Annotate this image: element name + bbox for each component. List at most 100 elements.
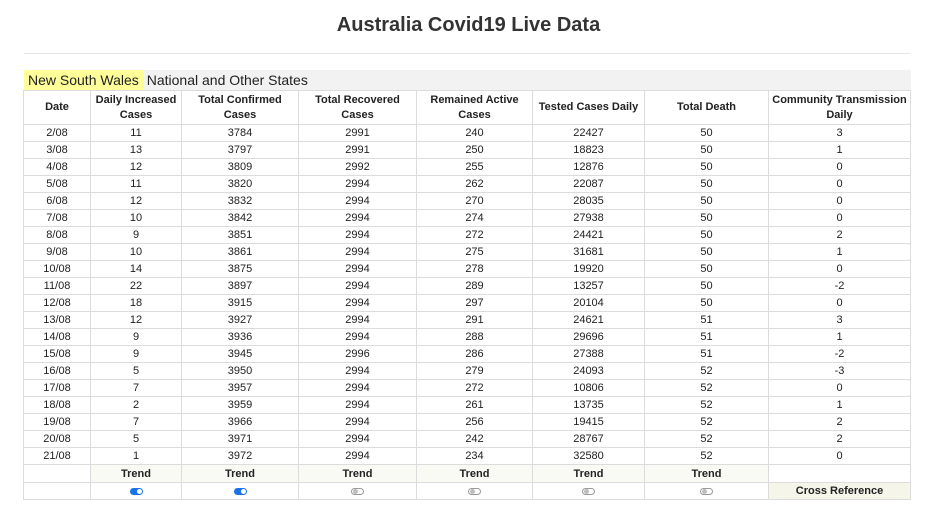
table-row: 2/08 11 3784 2991 240 22427 50 3 (23, 124, 911, 142)
cell-daily-increased: 12 (90, 158, 182, 176)
cell-total-recovered: 2994 (298, 396, 417, 414)
cell-total-confirmed: 3915 (181, 294, 299, 312)
header-community-transmission-daily: Community Transmission Daily (768, 90, 911, 125)
cell-date: 12/08 (23, 294, 91, 312)
cell-community-transmission: 0 (768, 379, 911, 397)
state-tabs: New South Wales National and Other State… (24, 70, 911, 90)
cell-total-death: 50 (644, 294, 769, 312)
cell-total-recovered: 2994 (298, 175, 417, 193)
cell-total-death: 50 (644, 124, 769, 142)
cell-remained-active: 289 (416, 277, 533, 295)
table-row: 14/08 9 3936 2994 288 29696 51 1 (23, 328, 911, 346)
cell-remained-active: 256 (416, 413, 533, 431)
trend-label-tested-daily: Trend (532, 464, 645, 483)
cell-tested-daily: 24621 (532, 311, 645, 329)
cell-total-confirmed: 3797 (181, 141, 299, 159)
cell-community-transmission: -2 (768, 277, 911, 295)
toggle-cell (90, 482, 182, 500)
table-row: 3/08 13 3797 2991 250 18823 50 1 (23, 141, 911, 159)
cross-reference-button[interactable]: Cross Reference (768, 482, 911, 500)
cell-total-death: 50 (644, 277, 769, 295)
cell-total-death: 51 (644, 345, 769, 363)
trend-label-row: Trend Trend Trend Trend Trend Trend (23, 464, 911, 483)
cell-tested-daily: 10806 (532, 379, 645, 397)
cell-remained-active: 279 (416, 362, 533, 380)
table-header-row: Date Daily Increased Cases Total Confirm… (23, 90, 911, 125)
cell-tested-daily: 22427 (532, 124, 645, 142)
cell-date: 9/08 (23, 243, 91, 261)
cell-community-transmission: 0 (768, 260, 911, 278)
cell-date: 3/08 (23, 141, 91, 159)
cell-community-transmission: 0 (768, 175, 911, 193)
cell-daily-increased: 14 (90, 260, 182, 278)
cell-total-confirmed: 3784 (181, 124, 299, 142)
cell-total-death: 50 (644, 158, 769, 176)
trend-toggle-remained-active[interactable] (468, 487, 481, 495)
cell-total-confirmed: 3861 (181, 243, 299, 261)
trend-label-total-confirmed: Trend (181, 464, 299, 483)
cell-remained-active: 234 (416, 447, 533, 465)
trend-toggle-row: Cross Reference (23, 482, 911, 500)
cell-total-death: 50 (644, 209, 769, 227)
trend-toggle-daily-increased[interactable] (129, 487, 143, 495)
cell-date: 17/08 (23, 379, 91, 397)
cell-total-recovered: 2991 (298, 141, 417, 159)
cell-daily-increased: 5 (90, 362, 182, 380)
table-row: 13/08 12 3927 2994 291 24621 51 3 (23, 311, 911, 329)
cell-tested-daily: 19920 (532, 260, 645, 278)
cell-remained-active: 275 (416, 243, 533, 261)
cell-daily-increased: 13 (90, 141, 182, 159)
cell-total-death: 50 (644, 141, 769, 159)
header-total-confirmed-cases: Total Confirmed Cases (181, 90, 299, 125)
cell-total-recovered: 2994 (298, 294, 417, 312)
trend-toggle-total-death[interactable] (700, 487, 713, 495)
header-tested-cases-daily: Tested Cases Daily (532, 90, 645, 125)
cell-total-death: 51 (644, 311, 769, 329)
cell-community-transmission: 2 (768, 226, 911, 244)
cell-total-recovered: 2994 (298, 379, 417, 397)
cell-tested-daily: 20104 (532, 294, 645, 312)
cell-date: 18/08 (23, 396, 91, 414)
table-row: 10/08 14 3875 2994 278 19920 50 0 (23, 260, 911, 278)
cell-community-transmission: 0 (768, 209, 911, 227)
table-row: 6/08 12 3832 2994 270 28035 50 0 (23, 192, 911, 210)
toggle-knob (702, 488, 707, 494)
toggle-cell (532, 482, 645, 500)
trend-label-total-death: Trend (644, 464, 769, 483)
cell-community-transmission: -2 (768, 345, 911, 363)
cell-tested-daily: 31681 (532, 243, 645, 261)
cell-total-death: 52 (644, 447, 769, 465)
cell-community-transmission: 1 (768, 243, 911, 261)
cell-tested-daily: 27938 (532, 209, 645, 227)
trend-toggle-tested-daily[interactable] (582, 487, 595, 495)
cell-tested-daily: 19415 (532, 413, 645, 431)
cell-remained-active: 286 (416, 345, 533, 363)
cell-tested-daily: 29696 (532, 328, 645, 346)
trend-toggle-total-confirmed[interactable] (233, 487, 247, 495)
trend-label-total-recovered: Trend (298, 464, 417, 483)
cell-total-recovered: 2994 (298, 413, 417, 431)
cell-date: 15/08 (23, 345, 91, 363)
cell-total-death: 52 (644, 413, 769, 431)
cell-total-confirmed: 3959 (181, 396, 299, 414)
table-row: 9/08 10 3861 2994 275 31681 50 1 (23, 243, 911, 261)
trend-toggle-total-recovered[interactable] (351, 487, 364, 495)
cell-remained-active: 242 (416, 430, 533, 448)
cell-tested-daily: 24421 (532, 226, 645, 244)
cell-date: 5/08 (23, 175, 91, 193)
header-daily-increased-cases: Daily Increased Cases (90, 90, 182, 125)
tab-new-south-wales[interactable]: New South Wales (24, 70, 143, 90)
cell-date: 10/08 (23, 260, 91, 278)
cell-total-confirmed: 3936 (181, 328, 299, 346)
header-total-death: Total Death (644, 90, 769, 125)
cell-total-recovered: 2994 (298, 243, 417, 261)
cell-tested-daily: 22087 (532, 175, 645, 193)
cell-remained-active: 270 (416, 192, 533, 210)
cell-remained-active: 255 (416, 158, 533, 176)
cell-total-recovered: 2994 (298, 226, 417, 244)
cell-total-death: 52 (644, 396, 769, 414)
covid-data-table: Date Daily Increased Cases Total Confirm… (23, 90, 911, 500)
cell-daily-increased: 1 (90, 447, 182, 465)
tab-national-and-other-states[interactable]: National and Other States (146, 72, 308, 88)
trend-label-daily-increased: Trend (90, 464, 182, 483)
